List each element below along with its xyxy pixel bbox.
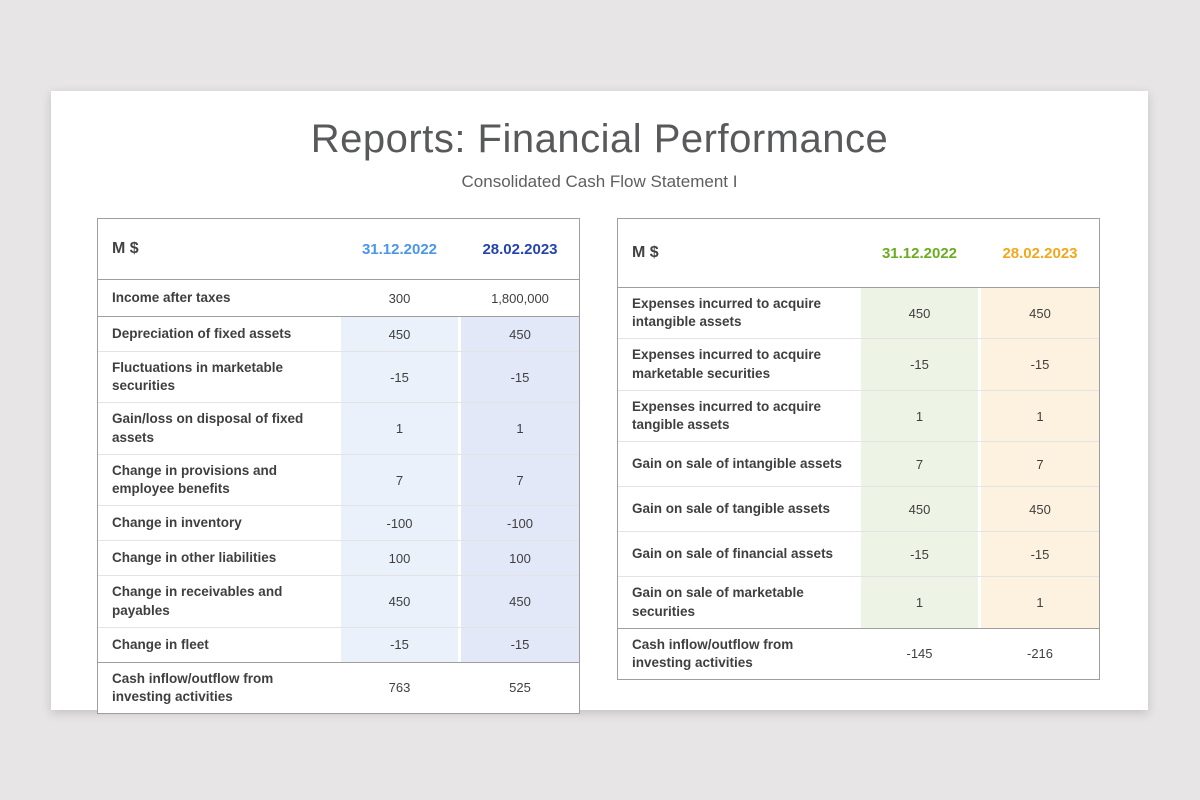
- table-row: Change in other liabilities 100 100: [98, 540, 579, 576]
- row-value-2023: 7: [978, 442, 1099, 487]
- cash-flow-table-left: M $ 31.12.2022 28.02.2023 Income after t…: [97, 218, 580, 715]
- row-label: Change in receivables and payables: [112, 584, 283, 618]
- table-row: Gain on sale of marketable securities 1 …: [618, 576, 1099, 628]
- row-label: Cash inflow/outflow from investing activ…: [112, 670, 274, 704]
- table-row: Change in provisions and employee benefi…: [98, 453, 579, 506]
- page-subtitle: Consolidated Cash Flow Statement I: [461, 172, 738, 191]
- row-value-2023: 1: [978, 390, 1099, 442]
- row-value-2022: -15: [341, 627, 458, 662]
- row-value-2023: 1: [978, 577, 1099, 628]
- row-label: Fluctuations in marketable securities: [112, 360, 284, 394]
- row-value-2023: 100: [458, 541, 579, 576]
- row-value-2022: 1: [341, 403, 458, 454]
- row-label: Expenses incurred to acquire tangible as…: [632, 398, 822, 433]
- row-value-2023: -100: [458, 506, 579, 541]
- row-value-2023: -15: [458, 352, 579, 403]
- page-title: Reports: Financial Performance: [310, 117, 889, 161]
- row-value-2023: -15: [978, 339, 1099, 390]
- table-row: Expenses incurred to acquire intangible …: [618, 287, 1099, 339]
- row-label: Income after taxes: [112, 289, 231, 305]
- row-label: Expenses incurred to acquire intangible …: [632, 296, 822, 330]
- row-value-2023: -216: [978, 628, 1099, 680]
- table-row: Gain on sale of intangible assets 7 7: [618, 441, 1099, 487]
- row-label: Gain on sale of marketable securities: [632, 585, 804, 619]
- row-value-2022: 1: [861, 577, 978, 628]
- row-value-2023: 1,800,000: [458, 280, 579, 316]
- unit-label: M $: [632, 244, 659, 262]
- row-value-2022: 300: [388, 290, 411, 306]
- row-value-2022: 450: [341, 576, 458, 627]
- table-row: Expenses incurred to acquire marketable …: [618, 338, 1099, 390]
- row-value-2023: 450: [978, 288, 1099, 339]
- row-label: Gain on sale of intangible assets: [632, 456, 843, 472]
- row-value-2023: 7: [458, 454, 579, 506]
- row-value-2022: -15: [861, 339, 978, 390]
- row-label: Gain on sale of financial assets: [632, 546, 834, 562]
- table-row: Change in inventory -100 -100: [98, 505, 579, 541]
- row-value-2023: 450: [458, 317, 579, 351]
- row-value-2022: -15: [341, 352, 458, 403]
- row-value-2022: -100: [341, 506, 458, 541]
- row-label: Cash inflow/outflow from investing activ…: [632, 636, 794, 670]
- row-value-2022: -15: [861, 532, 978, 577]
- row-value-2023: 450: [978, 487, 1099, 532]
- row-label: Gain on sale of tangible assets: [632, 501, 831, 517]
- row-value-2022: 450: [861, 288, 978, 339]
- row-value-2023: -15: [978, 532, 1099, 577]
- slide-card: Reports: Financial Performance Consolida…: [51, 91, 1148, 715]
- row-value-2023: 1: [458, 403, 579, 454]
- row-value-2022: 450: [341, 317, 458, 351]
- row-label: Expenses incurred to acquire marketable …: [632, 347, 822, 381]
- row-label: Change in inventory: [112, 515, 242, 531]
- unit-label: M $: [112, 240, 139, 258]
- table-row: Fluctuations in marketable securities -1…: [98, 351, 579, 403]
- table-row: Change in fleet -15 -15: [98, 626, 579, 662]
- column-header-2022: 31.12.2022: [881, 244, 958, 262]
- column-header-2023: 28.02.2023: [978, 219, 1099, 287]
- table-row: Gain/loss on disposal of fixed assets 1 …: [98, 402, 579, 454]
- row-value-2022: -145: [906, 646, 933, 662]
- row-label: Depreciation of fixed assets: [112, 325, 292, 341]
- cash-flow-table-right: M $ 31.12.2022 28.02.2023 Expenses incur…: [617, 218, 1100, 681]
- row-value-2023: -15: [458, 627, 579, 662]
- row-label: Change in fleet: [112, 636, 209, 652]
- table-total-row: Cash inflow/outflow from investing activ…: [618, 627, 1099, 680]
- row-value-2022: 763: [388, 680, 411, 696]
- table-total-row: Cash inflow/outflow from investing activ…: [98, 661, 579, 714]
- table-header-row: M $ 31.12.2022 28.02.2023: [98, 219, 579, 279]
- row-label: Change in other liabilities: [112, 550, 277, 566]
- table-row: Income after taxes 300 1,800,000: [98, 279, 579, 316]
- table-row: Depreciation of fixed assets 450 450: [98, 316, 579, 351]
- table-row: Gain on sale of tangible assets 450 450: [618, 486, 1099, 532]
- row-value-2023: 525: [458, 662, 579, 714]
- row-value-2022: 7: [341, 454, 458, 506]
- table-row: Expenses incurred to acquire tangible as…: [618, 389, 1099, 442]
- row-value-2022: 450: [861, 487, 978, 532]
- row-label: Gain/loss on disposal of fixed assets: [112, 411, 304, 445]
- row-value-2023: 450: [458, 576, 579, 627]
- table-row: Gain on sale of financial assets -15 -15: [618, 531, 1099, 577]
- table-header-row: M $ 31.12.2022 28.02.2023: [618, 219, 1099, 287]
- column-header-2022: 31.12.2022: [361, 240, 438, 258]
- table-row: Change in receivables and payables 450 4…: [98, 575, 579, 627]
- row-value-2022: 1: [861, 390, 978, 442]
- row-label: Change in provisions and employee benefi…: [112, 462, 278, 497]
- row-value-2022: 100: [341, 541, 458, 576]
- column-header-2023: 28.02.2023: [458, 219, 579, 279]
- row-value-2022: 7: [861, 442, 978, 487]
